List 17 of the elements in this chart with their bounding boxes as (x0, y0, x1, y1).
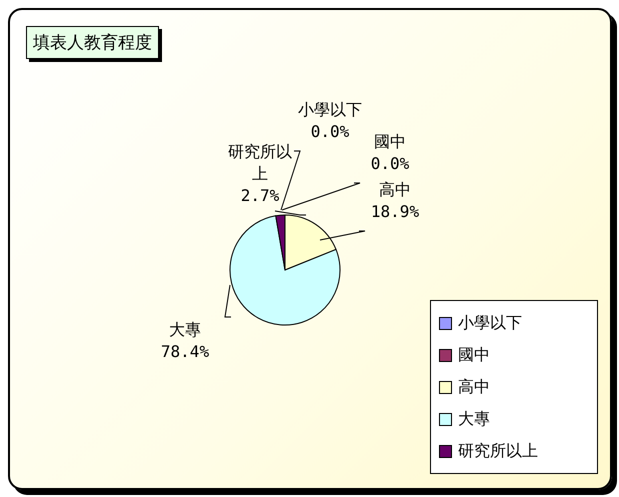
pie-slice (230, 215, 340, 326)
legend-label: 國中 (458, 344, 490, 366)
slice-label: 高中 (379, 180, 411, 199)
legend-label: 大專 (458, 408, 490, 430)
text: 0.0% (310, 122, 350, 141)
legend-label: 小學以下 (458, 312, 522, 334)
slice-label: 大專 (169, 320, 201, 339)
category-label: 小學以下 (298, 100, 362, 119)
data-label: 2.7% (240, 186, 280, 205)
chart-title: 填表人教育程度 (26, 26, 159, 59)
text: 0.0% (370, 154, 410, 173)
category-label: 國中 (374, 132, 406, 151)
legend-label: 高中 (458, 376, 490, 398)
data-label: 18.9% (370, 202, 420, 221)
data-label: 78.4% (160, 342, 210, 361)
legend-label: 研究所以上 (458, 440, 538, 462)
slice-label: 研究所以上 (228, 142, 292, 183)
